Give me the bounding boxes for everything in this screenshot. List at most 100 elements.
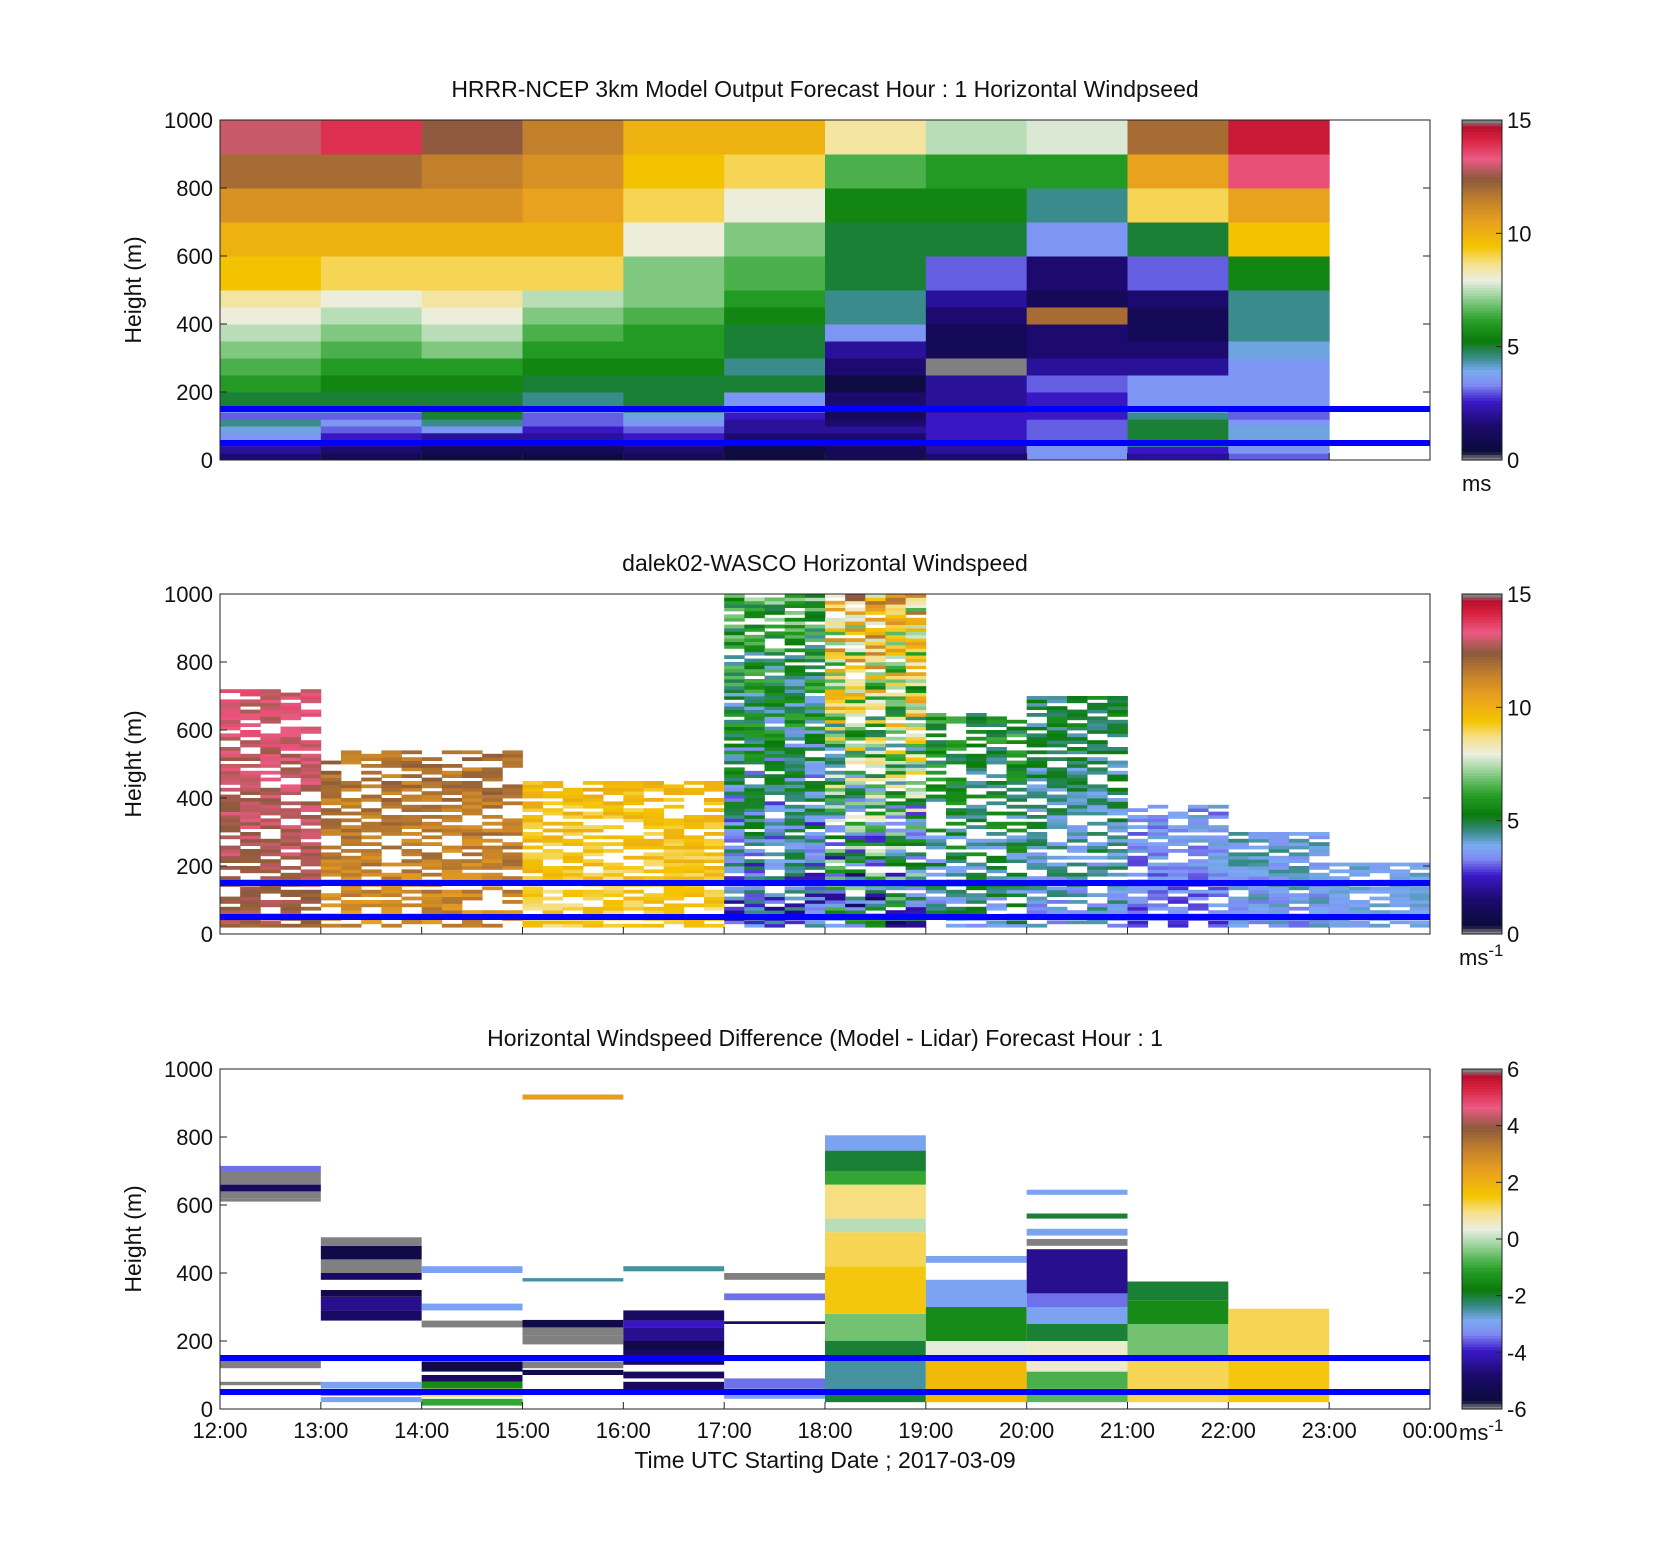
lidar-cell <box>441 787 463 792</box>
colorbar-swatch <box>1462 594 1502 598</box>
lidar-cell <box>804 855 826 860</box>
lidar-cell <box>300 740 322 744</box>
lidar-cell <box>462 794 483 799</box>
lidar-cell <box>764 604 786 608</box>
lidar-cell <box>1228 842 1249 846</box>
lidar-cell <box>865 692 886 697</box>
lidar-cell <box>865 876 886 880</box>
lidar-cell <box>885 757 907 761</box>
colorbar-tick-label: 4 <box>1507 1114 1519 1139</box>
lidar-cell <box>401 838 423 843</box>
lidar-cell <box>280 696 302 700</box>
model-cell <box>421 419 523 427</box>
lidar-cell <box>1107 774 1128 778</box>
difference-cell <box>522 1327 624 1336</box>
lidar-cell <box>825 689 846 693</box>
lidar-cell <box>260 920 281 925</box>
lidar-cell <box>784 719 806 724</box>
lidar-cell <box>865 774 886 778</box>
lidar-cell <box>1288 900 1310 904</box>
lidar-cell <box>1067 791 1088 795</box>
lidar-cell <box>744 651 765 656</box>
lidar-cell <box>845 825 866 829</box>
lidar-cell <box>1167 849 1189 853</box>
lidar-cell <box>341 784 362 789</box>
colorbar-swatch <box>1462 826 1502 830</box>
lidar-cell <box>1208 852 1229 857</box>
lidar-cell <box>946 855 967 860</box>
lidar-cell <box>1167 896 1189 901</box>
colorbar-swatch <box>1462 1103 1502 1107</box>
lidar-cell <box>1167 825 1189 829</box>
lidar-cell <box>562 815 584 819</box>
lidar-cell <box>1268 845 1290 850</box>
lidar-cell <box>1127 906 1149 911</box>
y-tick-label: 600 <box>176 1193 213 1218</box>
lidar-cell <box>1026 699 1048 704</box>
colorbar-swatch <box>1462 168 1502 172</box>
colorbar-swatch <box>1462 222 1502 226</box>
lidar-cell <box>1087 787 1108 792</box>
lidar-cell <box>966 713 987 717</box>
difference-cell <box>623 1310 725 1321</box>
model-cell <box>825 154 927 189</box>
lidar-cell <box>280 713 302 717</box>
colorbar-swatch <box>1462 851 1502 856</box>
colorbar-swatch <box>1462 891 1502 895</box>
colorbar-swatch <box>1462 1117 1502 1121</box>
lidar-cell <box>441 859 463 863</box>
model-cell <box>421 154 523 189</box>
lidar-cell <box>623 815 644 819</box>
model-cell <box>623 426 725 434</box>
colorbar-swatch <box>1462 205 1502 209</box>
colorbar-tick-label: 10 <box>1507 221 1531 246</box>
x-tick-label: 15:00 <box>495 1418 550 1443</box>
colorbar-swatch <box>1462 659 1502 663</box>
lidar-cell <box>462 896 483 901</box>
colorbar-swatch <box>1462 128 1502 132</box>
lidar-cell <box>764 702 786 707</box>
lidar-cell <box>905 842 927 846</box>
model-cell <box>1228 222 1330 257</box>
lidar-cell <box>986 866 1007 870</box>
lidar-cell <box>966 730 987 734</box>
colorbar-swatch <box>1462 1137 1502 1141</box>
lidar-cell <box>260 862 281 867</box>
lidar-cell <box>804 811 826 816</box>
colorbar-swatch <box>1462 343 1502 348</box>
lidar-cell <box>1107 818 1128 823</box>
lidar-cell <box>845 876 866 880</box>
lidar-cell <box>1228 862 1249 867</box>
lidar-cell <box>764 743 786 748</box>
lidar-cell <box>784 648 806 653</box>
difference-cell <box>421 1361 523 1372</box>
lidar-cell <box>946 753 967 758</box>
lidar-cell <box>1107 842 1128 846</box>
lidar-cell <box>1288 855 1310 860</box>
lidar-cell <box>300 787 322 792</box>
lidar-cell <box>764 838 786 843</box>
lidar-cell <box>905 645 927 649</box>
lidar-cell <box>825 716 846 721</box>
lidar-cell <box>724 767 745 772</box>
lidar-cell <box>1087 832 1108 836</box>
lidar-cell <box>986 733 1007 738</box>
lidar-cell <box>462 845 483 850</box>
lidar-cell <box>804 634 826 639</box>
lidar-cell <box>885 594 907 598</box>
difference-cell <box>825 1232 926 1267</box>
lidar-cell <box>1107 750 1128 755</box>
lidar-cell <box>462 893 483 897</box>
lidar-cell <box>1188 835 1209 840</box>
lidar-cell <box>804 784 826 789</box>
lidar-cell <box>361 770 382 775</box>
colorbar-swatch <box>1462 857 1502 861</box>
lidar-cell <box>905 760 927 765</box>
lidar-cell <box>482 862 503 867</box>
lidar-cell <box>462 801 483 806</box>
lidar-cell <box>522 825 544 829</box>
lidar-cell <box>1309 886 1330 891</box>
lidar-cell <box>986 811 1007 816</box>
lidar-cell <box>1208 815 1229 819</box>
lidar-cell <box>522 869 544 874</box>
